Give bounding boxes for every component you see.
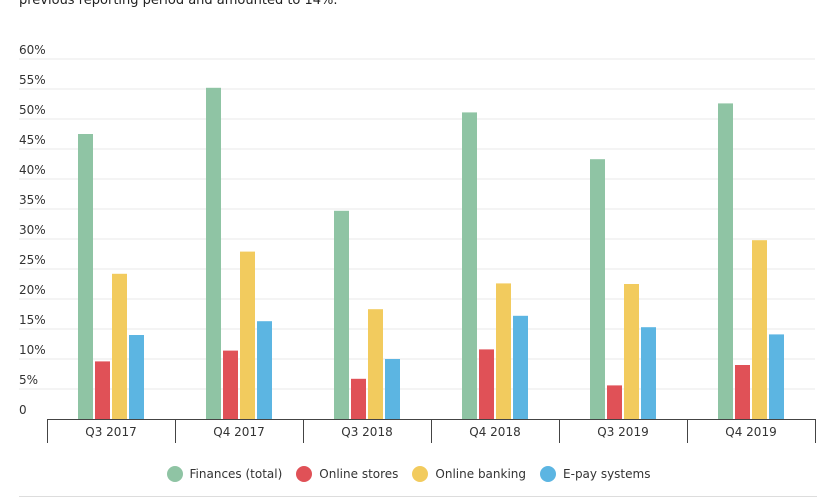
y-tick-label: 20%: [19, 283, 46, 297]
legend-item-epay[interactable]: E-pay systems: [540, 466, 650, 482]
bar-epay: [513, 316, 528, 419]
bar-epay: [641, 327, 656, 419]
legend-label-online-banking: Online banking: [435, 467, 526, 481]
legend-swatch-finances: [167, 466, 183, 482]
legend-item-online-stores[interactable]: Online stores: [296, 466, 398, 482]
bar-finances: [462, 112, 477, 419]
bar-online-stores: [607, 385, 622, 419]
x-tick-label: Q3 2017: [85, 425, 136, 439]
y-tick-label: 10%: [19, 343, 46, 357]
legend-swatch-epay: [540, 466, 556, 482]
bar-online-stores: [479, 349, 494, 419]
bar-finances: [206, 88, 221, 419]
y-tick-label: 5%: [19, 373, 38, 387]
bars: [78, 88, 784, 419]
x-tick-label: Q4 2017: [213, 425, 264, 439]
legend-label-epay: E-pay systems: [563, 467, 650, 481]
bar-online-stores: [223, 351, 238, 419]
bar-online-banking: [240, 252, 255, 419]
legend: Finances (total) Online stores Online ba…: [0, 466, 817, 482]
y-tick-label: 40%: [19, 163, 46, 177]
y-tick-label: 55%: [19, 73, 46, 87]
bar-online-banking: [624, 284, 639, 419]
legend-swatch-online-stores: [296, 466, 312, 482]
legend-item-online-banking[interactable]: Online banking: [412, 466, 526, 482]
y-tick-label: 25%: [19, 253, 46, 267]
bar-epay: [257, 321, 272, 419]
bar-finances: [78, 134, 93, 419]
bar-epay: [129, 335, 144, 419]
bar-epay: [385, 359, 400, 419]
bottom-divider: [19, 496, 817, 497]
y-tick-label: 35%: [19, 193, 46, 207]
bar-online-banking: [752, 240, 767, 419]
bar-finances: [334, 211, 349, 419]
bar-online-stores: [351, 379, 366, 419]
x-tick-label: Q3 2019: [597, 425, 648, 439]
bar-online-banking: [368, 309, 383, 419]
x-tick-label: Q3 2018: [341, 425, 392, 439]
bar-epay: [769, 334, 784, 419]
y-tick-label: 60%: [19, 43, 46, 57]
y-tick-label: 0: [19, 403, 27, 417]
legend-swatch-online-banking: [412, 466, 428, 482]
y-tick-label: 15%: [19, 313, 46, 327]
x-tick-label: Q4 2019: [725, 425, 776, 439]
legend-item-finances[interactable]: Finances (total): [167, 466, 283, 482]
bar-online-banking: [496, 283, 511, 419]
bar-finances: [718, 103, 733, 419]
y-axis-ticks: 0 5% 10% 15% 20% 25% 30% 35% 40% 45% 50% 55% 60%: [19, 43, 46, 417]
bar-finances: [590, 159, 605, 419]
bar-online-banking: [112, 274, 127, 419]
bar-online-stores: [735, 365, 750, 419]
x-axis: [47, 419, 816, 443]
x-tick-label: Q4 2018: [469, 425, 520, 439]
bar-online-stores: [95, 361, 110, 419]
y-tick-label: 45%: [19, 133, 46, 147]
y-tick-label: 30%: [19, 223, 46, 237]
bar-chart: 0 5% 10% 15% 20% 25% 30% 35% 40% 45% 50% 55% 60% Q3 …: [0, 0, 817, 460]
legend-label-online-stores: Online stores: [319, 467, 398, 481]
legend-label-finances: Finances (total): [190, 467, 283, 481]
y-tick-label: 50%: [19, 103, 46, 117]
